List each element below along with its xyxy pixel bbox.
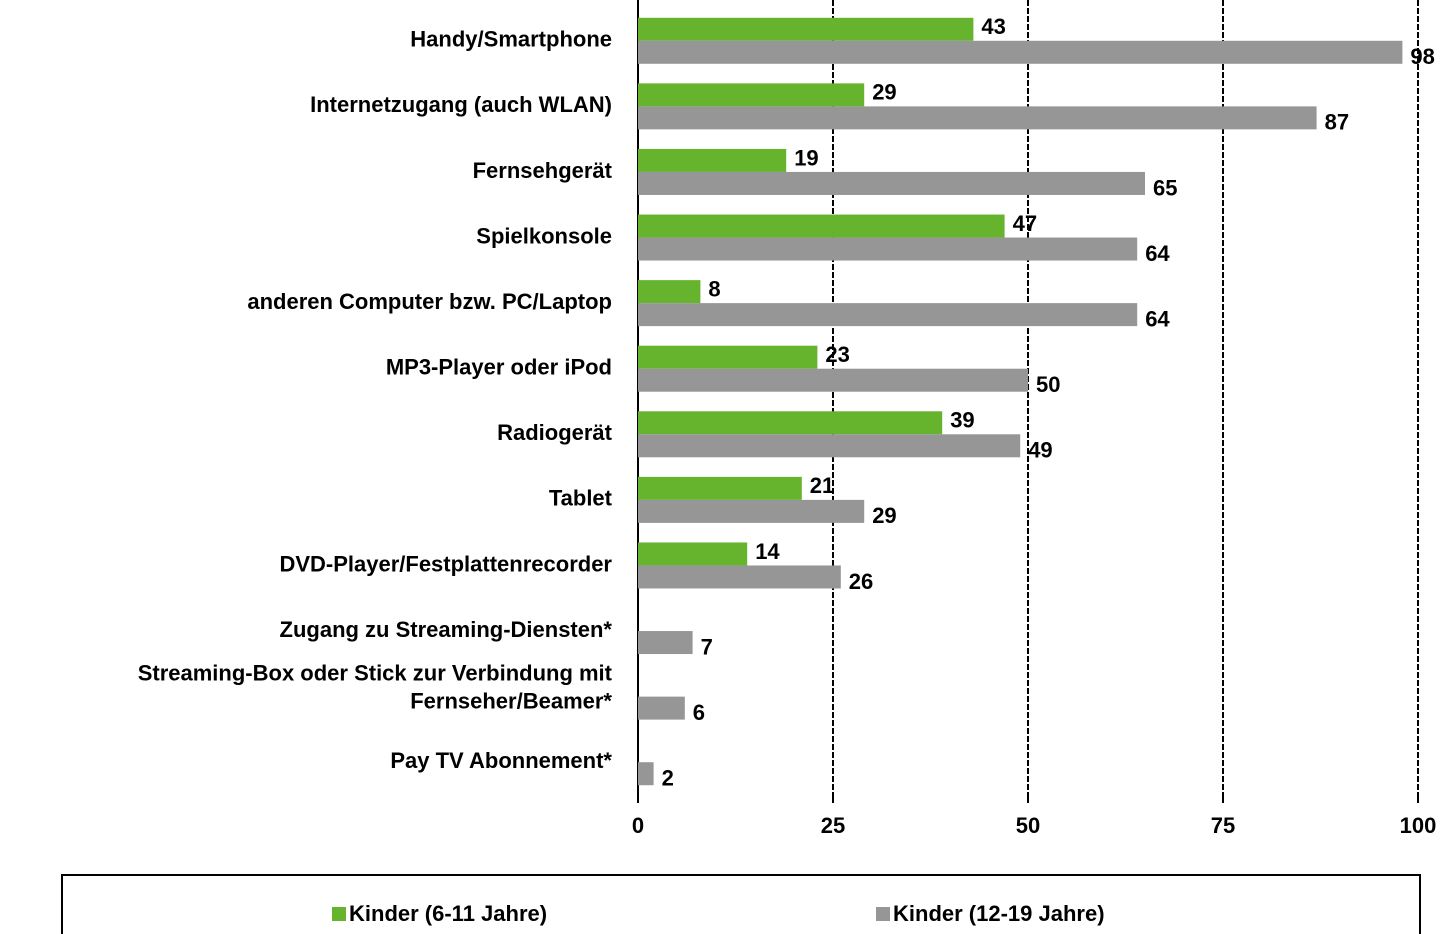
bar [638,565,841,589]
value-label: 47 [1013,211,1037,236]
value-label: 50 [1036,372,1060,397]
value-label: 23 [825,342,849,367]
legend-label: Kinder (12-19 Jahre) [893,901,1105,926]
x-tick-label: 75 [1211,813,1235,838]
value-label: 29 [872,503,896,528]
y-tick-label: Zugang zu Streaming-Diensten* [280,617,613,642]
bar [638,148,787,172]
y-tick-label: MP3-Player oder iPod [386,355,612,380]
y-tick-label: Fernsehgerät [473,158,613,183]
value-label: 64 [1145,241,1170,266]
bar [638,237,1138,261]
bar [638,476,802,500]
bar [638,345,818,369]
legend-label: Kinder (6-11 Jahre) [349,901,547,926]
y-tick-label: Pay TV Abonnement* [390,748,612,773]
bar [638,83,865,107]
value-label: 21 [810,473,834,498]
y-tick-label: Streaming-Box oder Stick zur Verbindung … [138,660,613,713]
value-label: 64 [1145,306,1170,331]
value-label: 7 [701,634,713,659]
y-tick-label: Tablet [549,486,613,511]
bar [638,411,943,435]
bar [638,214,1005,238]
bar [638,499,865,523]
value-label: 87 [1325,110,1349,135]
x-tick-label: 0 [632,813,644,838]
legend-swatch [876,907,890,921]
bar [638,762,654,786]
y-tick-label: Internetzugang (auch WLAN) [310,92,612,117]
y-tick-label: Handy/Smartphone [410,27,612,52]
legend-swatch [332,907,346,921]
bar [638,696,685,720]
y-tick-label: Radiogerät [497,420,613,445]
value-label: 43 [981,14,1005,39]
bar [638,40,1403,64]
x-tick-label: 25 [821,813,845,838]
y-tick-label: Spielkonsole [476,223,612,248]
value-label: 6 [693,700,705,725]
value-label: 26 [849,569,873,594]
bar [638,17,974,41]
y-tick-label: DVD-Player/Festplattenrecorder [279,551,612,576]
bar [638,631,693,655]
legend-box [61,874,1421,934]
bar [638,303,1138,327]
value-label: 49 [1028,438,1052,463]
value-label: 98 [1410,44,1434,69]
value-label: 2 [662,766,674,791]
bar [638,368,1028,392]
bar [638,171,1145,195]
bar [638,280,701,304]
value-label: 65 [1153,175,1177,200]
bar [638,106,1317,130]
value-label: 14 [755,539,780,564]
value-label: 19 [794,145,818,170]
value-label: 8 [708,276,720,301]
value-label: 29 [872,80,896,105]
bar [638,542,748,566]
bar [638,434,1021,458]
x-tick-label: 50 [1016,813,1040,838]
y-tick-label: anderen Computer bzw. PC/Laptop [247,289,612,314]
x-tick-label: 100 [1400,813,1437,838]
value-label: 39 [950,408,974,433]
